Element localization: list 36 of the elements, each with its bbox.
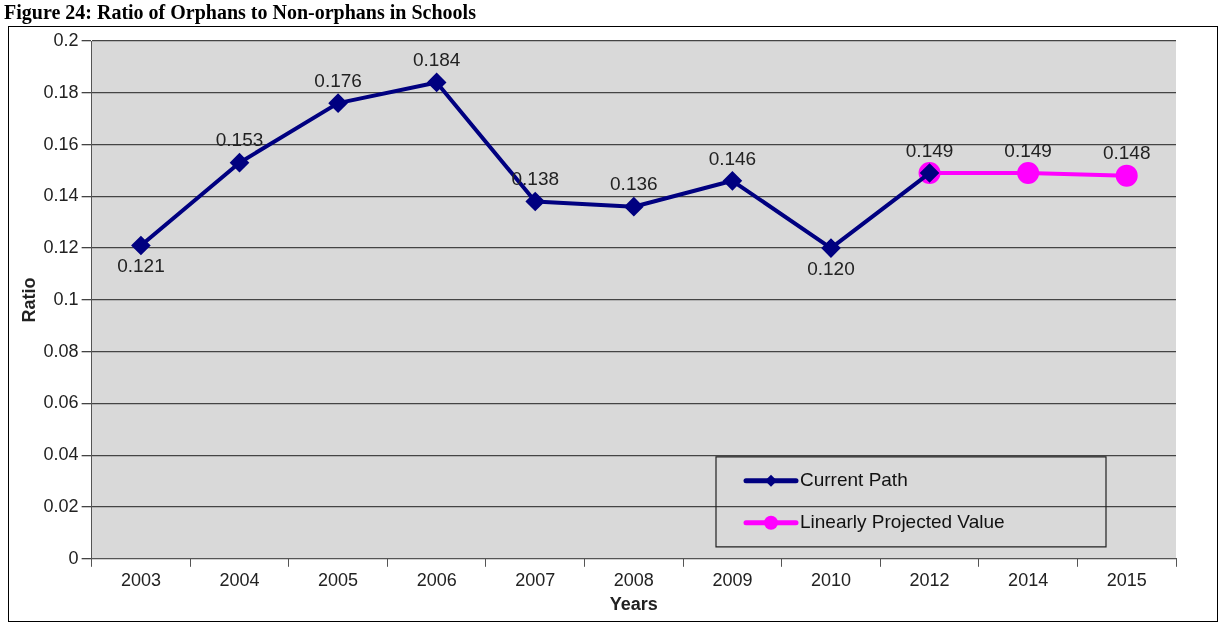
data-label: 0.176 xyxy=(314,69,362,91)
x-tick-label: 2014 xyxy=(1008,569,1049,590)
data-label: 0.120 xyxy=(807,257,855,279)
y-tick-label: 0.12 xyxy=(43,237,79,258)
y-tick-label: 0.14 xyxy=(43,185,79,206)
data-label: 0.149 xyxy=(905,139,954,161)
x-axis-title: Years xyxy=(609,594,658,615)
y-tick-label: 0.08 xyxy=(43,340,79,361)
x-tick-label: 2009 xyxy=(712,569,753,590)
x-tick-label: 2012 xyxy=(909,569,950,590)
data-label: 0.146 xyxy=(708,147,757,169)
legend-label: Linearly Projected Value xyxy=(800,511,1005,533)
y-tick-label: 0 xyxy=(68,547,79,568)
x-tick-label: 2008 xyxy=(613,569,654,590)
x-tick-label: 2004 xyxy=(219,569,260,590)
data-label: 0.136 xyxy=(610,173,658,195)
y-tick-label: 0.16 xyxy=(43,133,79,154)
legend-label: Current Path xyxy=(800,469,908,491)
x-tick-label: 2010 xyxy=(810,569,851,590)
y-tick-label: 0.18 xyxy=(43,81,79,102)
chart-title: Figure 24: Ratio of Orphans to Non-orphans in Schools xyxy=(3,0,477,24)
y-tick-label: 0.02 xyxy=(43,495,79,516)
x-tick-label: 2005 xyxy=(318,569,359,590)
data-label: 0.148 xyxy=(1102,142,1151,164)
x-tick-label: 2007 xyxy=(515,569,556,590)
data-label: 0.121 xyxy=(117,255,165,277)
x-tick-label: 2015 xyxy=(1106,569,1147,590)
x-tick-label: 2003 xyxy=(120,569,161,590)
y-tick-label: 0.1 xyxy=(53,288,79,309)
y-tick-label: 0.06 xyxy=(43,392,79,413)
x-tick-label: 2006 xyxy=(416,569,457,590)
y-tick-label: 0.2 xyxy=(53,29,79,50)
data-label: 0.184 xyxy=(412,49,461,71)
data-label: 0.149 xyxy=(1004,139,1052,161)
y-axis-title: Ratio xyxy=(18,277,39,323)
y-tick-label: 0.04 xyxy=(43,444,79,465)
